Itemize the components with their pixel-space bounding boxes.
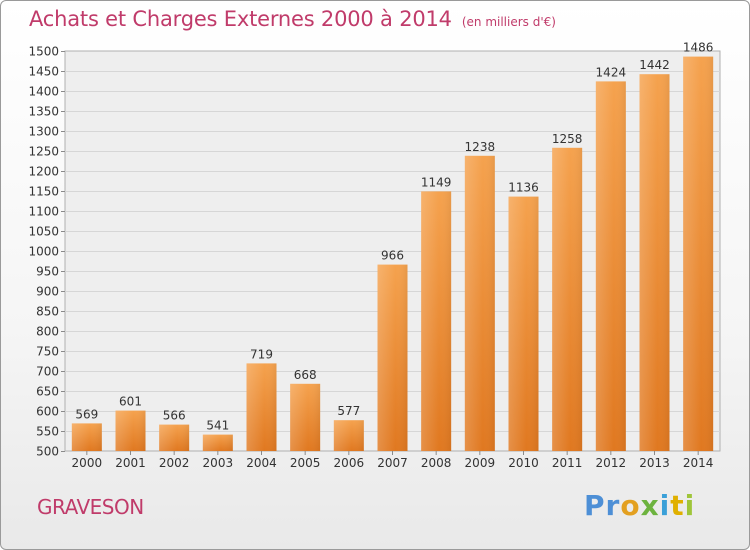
x-tick-label: 2014 (683, 456, 714, 470)
x-tick-label: 2005 (290, 456, 321, 470)
chart-subtitle: (en milliers d'€) (461, 15, 556, 29)
y-tick-label: 700 (36, 365, 59, 379)
logo-letter: i (659, 489, 671, 522)
x-tick-label: 2011 (552, 456, 583, 470)
y-tick-label: 950 (36, 265, 59, 279)
bar-shading (421, 191, 452, 451)
y-tick-label: 850 (36, 305, 59, 319)
x-tick-label: 2004 (246, 456, 277, 470)
data-label: 1149 (421, 175, 452, 189)
data-label: 566 (163, 409, 186, 423)
bar-shading (508, 196, 539, 451)
data-label: 1238 (465, 140, 496, 154)
y-tick-label: 1200 (28, 165, 59, 179)
bar-shading (246, 363, 277, 451)
y-tick-label: 1400 (28, 85, 59, 99)
y-tick-label: 1450 (28, 65, 59, 79)
data-label: 601 (119, 395, 142, 409)
data-label: 668 (294, 368, 317, 382)
y-tick-label: 1000 (28, 245, 59, 259)
x-tick-label: 2009 (465, 456, 496, 470)
y-tick-label: 1050 (28, 225, 59, 239)
logo-letter: t (670, 489, 685, 522)
proxiti-logo: Proxiti (584, 489, 695, 522)
bar-shading (552, 147, 583, 452)
x-tick-label: 2008 (421, 456, 452, 470)
x-tick-label: 2013 (639, 456, 670, 470)
data-label: 719 (250, 347, 273, 361)
bar-shading (377, 264, 408, 451)
logo-letter: o (620, 489, 641, 522)
bar-shading (683, 56, 714, 451)
y-tick-label: 600 (36, 405, 59, 419)
data-label: 577 (337, 404, 360, 418)
y-tick-label: 900 (36, 285, 59, 299)
bar-shading (595, 81, 626, 452)
data-label: 966 (381, 249, 404, 263)
x-tick-label: 2000 (72, 456, 103, 470)
x-tick-label: 2012 (596, 456, 627, 470)
bar-shading (290, 383, 321, 451)
x-tick-label: 2006 (334, 456, 365, 470)
data-label: 569 (75, 407, 98, 421)
data-label: 1424 (596, 65, 627, 79)
logo-letter: r (605, 489, 621, 522)
y-tick-label: 550 (36, 425, 59, 439)
data-label: 541 (206, 419, 229, 433)
data-label: 1486 (683, 41, 714, 55)
data-label: 1442 (639, 58, 670, 72)
x-tick-label: 2010 (508, 456, 539, 470)
bar-shading (115, 410, 146, 451)
logo-letter: x (640, 489, 660, 522)
bar-shading (333, 420, 364, 451)
y-tick-label: 800 (36, 325, 59, 339)
logo-letter: i (684, 489, 696, 522)
y-tick-label: 650 (36, 385, 59, 399)
bar-shading (202, 434, 233, 451)
bar-shading (464, 155, 495, 452)
y-tick-label: 1100 (28, 205, 59, 219)
chart-title-text: Achats et Charges Externes 2000 à 2014 (29, 7, 452, 31)
logo-letter: P (584, 489, 606, 522)
y-tick-label: 750 (36, 345, 59, 359)
x-tick-label: 2001 (115, 456, 146, 470)
commune-name: GRAVESON (37, 495, 144, 519)
bar-shading (639, 74, 670, 451)
y-tick-label: 1250 (28, 145, 59, 159)
bar-shading (159, 424, 190, 451)
data-label: 1258 (552, 132, 583, 146)
y-tick-label: 1350 (28, 105, 59, 119)
x-tick-label: 2003 (203, 456, 234, 470)
x-tick-label: 2002 (159, 456, 190, 470)
y-tick-label: 500 (36, 445, 59, 459)
bar-shading (71, 423, 102, 451)
y-tick-label: 1500 (28, 45, 59, 59)
y-tick-label: 1300 (28, 125, 59, 139)
chart-title: Achats et Charges Externes 2000 à 2014 (e… (29, 7, 556, 31)
y-tick-label: 1150 (28, 185, 59, 199)
data-label: 1136 (508, 181, 539, 195)
x-tick-label: 2007 (377, 456, 408, 470)
